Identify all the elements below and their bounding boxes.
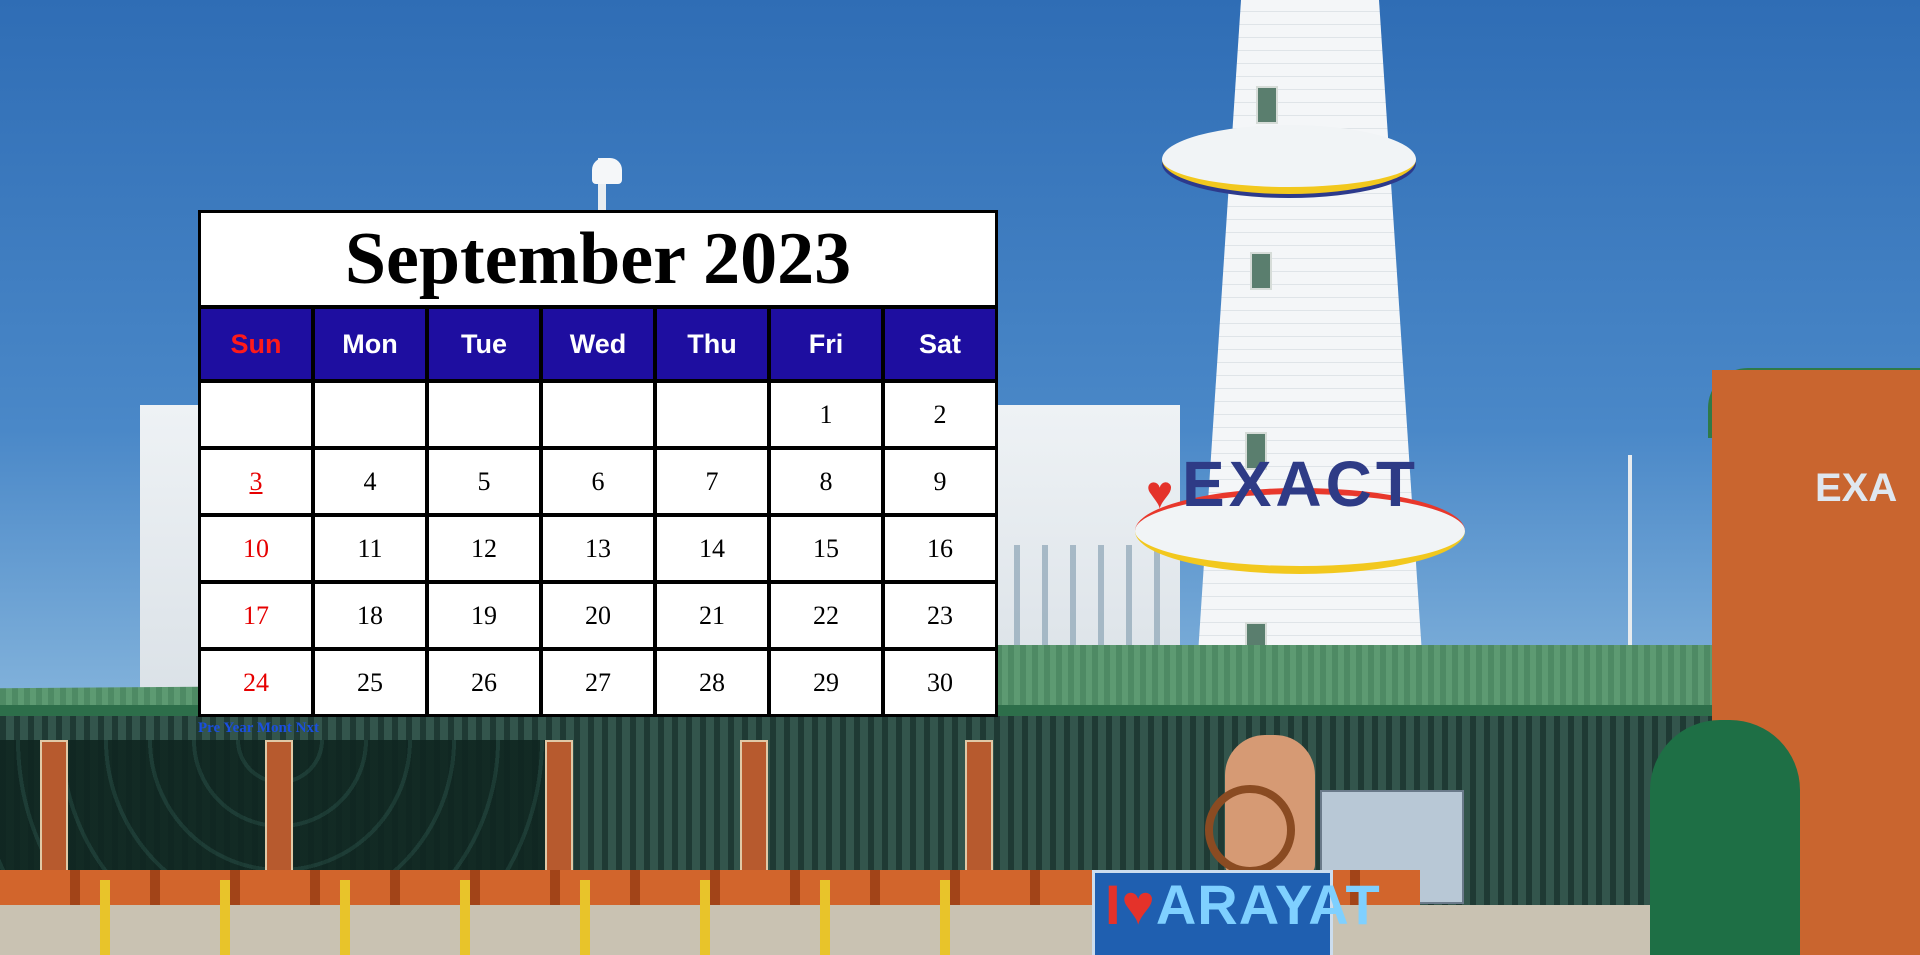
weekday-header: Tue xyxy=(429,309,539,379)
calendar-day[interactable]: 11 xyxy=(315,517,425,580)
weekday-header: Sun xyxy=(201,309,311,379)
calendar-day[interactable]: 19 xyxy=(429,584,539,647)
year-link[interactable]: Year xyxy=(223,720,254,736)
weekday-header: Sat xyxy=(885,309,995,379)
weekday-header: Fri xyxy=(771,309,881,379)
calendar-day[interactable]: 16 xyxy=(885,517,995,580)
calendar-day[interactable]: 15 xyxy=(771,517,881,580)
calendar-grid: Sun Mon Tue Wed Thu Fri Sat 1 2 3 4 5 6 … xyxy=(201,309,995,714)
gate-sign: EXA xyxy=(1815,466,1898,510)
calendar-day[interactable]: 6 xyxy=(543,450,653,513)
lighthouse-window xyxy=(1250,252,1272,290)
calendar-day[interactable] xyxy=(201,383,311,446)
lighthouse-window xyxy=(1245,432,1267,470)
month-link[interactable]: Mont xyxy=(256,720,292,736)
flagpole xyxy=(1628,455,1632,665)
calendar-day[interactable]: 12 xyxy=(429,517,539,580)
gate-door xyxy=(1650,720,1800,955)
calendar-day[interactable]: 30 xyxy=(885,651,995,714)
calendar-day[interactable]: 29 xyxy=(771,651,881,714)
arayat-sign-board xyxy=(1092,870,1333,955)
next-link[interactable]: Nxt xyxy=(295,720,319,736)
lighthouse-window xyxy=(1256,86,1278,124)
arayat-sign-text: ARAYAT xyxy=(1155,873,1381,936)
lighthouse-lower-balcony xyxy=(1135,488,1465,574)
heart-icon: ♥ xyxy=(1146,467,1174,518)
prev-link[interactable]: Pre xyxy=(198,720,221,736)
radar-dome xyxy=(592,158,622,184)
calendar-day[interactable]: 17 xyxy=(201,584,311,647)
calendar-day[interactable]: 28 xyxy=(657,651,767,714)
weekday-header: Wed xyxy=(543,309,653,379)
calendar-day[interactable]: 26 xyxy=(429,651,539,714)
lighthouse-tower xyxy=(1195,0,1425,700)
bollards xyxy=(0,880,1000,955)
calendar-day[interactable]: 13 xyxy=(543,517,653,580)
calendar-day[interactable]: 8 xyxy=(771,450,881,513)
calendar-day[interactable]: 1 xyxy=(771,383,881,446)
calendar-day[interactable]: 5 xyxy=(429,450,539,513)
calendar-day[interactable] xyxy=(429,383,539,446)
heart-icon: I♥ xyxy=(1105,873,1156,936)
weekday-header: Mon xyxy=(315,309,425,379)
calendar-day[interactable]: 24 xyxy=(201,651,311,714)
calendar-day[interactable]: 4 xyxy=(315,450,425,513)
calendar-day[interactable] xyxy=(543,383,653,446)
calendar-nav: Pre Year Mont Nxt xyxy=(198,720,319,737)
ship-wheel xyxy=(1205,785,1295,875)
calendar-day[interactable]: 22 xyxy=(771,584,881,647)
calendar-day[interactable]: 14 xyxy=(657,517,767,580)
calendar-day[interactable] xyxy=(657,383,767,446)
arayat-sign: I♥ARAYAT xyxy=(1105,872,1381,937)
calendar-day[interactable]: 23 xyxy=(885,584,995,647)
calendar-day[interactable]: 20 xyxy=(543,584,653,647)
weekday-header: Thu xyxy=(657,309,767,379)
calendar-day[interactable]: 25 xyxy=(315,651,425,714)
calendar-title: September 2023 xyxy=(201,213,995,305)
calendar-day[interactable]: 9 xyxy=(885,450,995,513)
exact-sign: EXACT xyxy=(1182,448,1419,520)
calendar-day[interactable]: 18 xyxy=(315,584,425,647)
calendar-day-today[interactable]: 3 xyxy=(201,450,311,513)
calendar-day[interactable] xyxy=(315,383,425,446)
lighthouse-upper-balcony xyxy=(1162,125,1416,194)
calendar-day[interactable]: 10 xyxy=(201,517,311,580)
calendar: September 2023 Sun Mon Tue Wed Thu Fri S… xyxy=(198,210,998,717)
calendar-day[interactable]: 7 xyxy=(657,450,767,513)
calendar-day[interactable]: 21 xyxy=(657,584,767,647)
ship-mast xyxy=(598,158,606,218)
calendar-day[interactable]: 2 xyxy=(885,383,995,446)
calendar-day[interactable]: 27 xyxy=(543,651,653,714)
